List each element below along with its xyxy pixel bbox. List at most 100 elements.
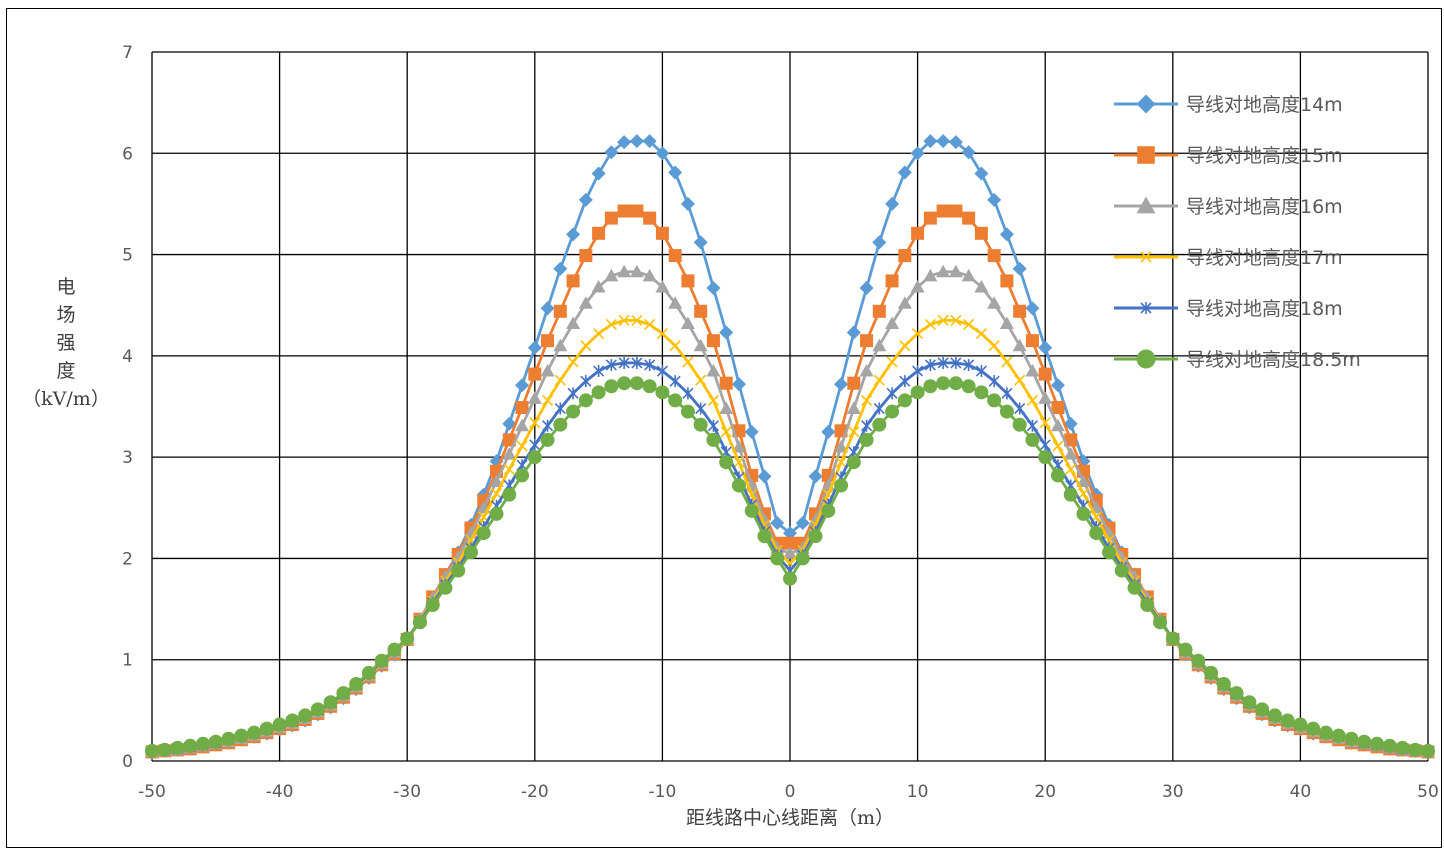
- data-point: [948, 376, 963, 391]
- data-point: [1050, 468, 1065, 483]
- data-point: [733, 456, 745, 468]
- data-point: [1014, 402, 1026, 415]
- data-point: [695, 402, 707, 415]
- data-point: [1089, 526, 1104, 541]
- data-point: [527, 391, 542, 404]
- data-point: [578, 192, 593, 207]
- data-point: [961, 145, 976, 160]
- y-axis-title-line: 度: [56, 360, 75, 382]
- data-point: [680, 196, 695, 211]
- data-point: [553, 304, 567, 318]
- data-point: [617, 204, 631, 218]
- legend-marker: [1140, 251, 1152, 263]
- legend-label: 导线对地高度14m: [1186, 94, 1343, 116]
- data-point: [937, 356, 949, 369]
- data-point: [950, 356, 962, 369]
- data-point: [591, 385, 606, 400]
- data-point: [923, 379, 938, 394]
- data-point: [923, 211, 937, 225]
- data-point: [999, 227, 1014, 242]
- data-point: [643, 211, 657, 225]
- data-point: [988, 340, 1000, 352]
- data-point: [298, 708, 313, 723]
- data-point: [1255, 702, 1270, 717]
- data-point: [911, 226, 925, 240]
- data-point: [1050, 418, 1065, 432]
- data-point: [1216, 677, 1231, 692]
- data-point: [567, 387, 579, 400]
- legend-item: 导线对地高度18m: [1114, 298, 1343, 320]
- x-tick-label: -20: [521, 782, 549, 802]
- data-point: [706, 334, 720, 348]
- data-point: [987, 296, 1002, 309]
- x-tick-label: 40: [1290, 782, 1312, 802]
- data-point: [387, 642, 402, 657]
- data-point: [1026, 394, 1039, 406]
- data-point: [963, 318, 975, 331]
- data-point: [1038, 340, 1053, 355]
- data-point: [323, 695, 338, 710]
- x-tick-label: 10: [907, 782, 929, 802]
- data-point: [886, 356, 898, 368]
- data-point: [208, 734, 223, 749]
- x-tick-label: -10: [649, 782, 677, 802]
- data-point: [644, 358, 656, 371]
- data-point: [899, 340, 911, 352]
- data-point: [629, 134, 644, 149]
- data-point: [975, 328, 987, 340]
- data-point: [1191, 653, 1206, 668]
- data-point: [464, 545, 478, 560]
- data-point: [1204, 665, 1219, 680]
- data-point: [1012, 261, 1027, 276]
- data-point: [1076, 506, 1091, 521]
- y-tick-label: 1: [122, 651, 133, 671]
- data-point: [936, 376, 951, 391]
- legend-label: 导线对地高度18.5m: [1186, 349, 1361, 371]
- data-point: [655, 385, 670, 400]
- data-point: [1127, 580, 1142, 595]
- data-point: [898, 249, 912, 263]
- legend-marker: [1136, 349, 1156, 369]
- data-point: [682, 387, 694, 400]
- data-point: [400, 631, 415, 646]
- data-point: [707, 419, 720, 432]
- data-point: [593, 365, 605, 378]
- x-tick-label: 50: [1417, 782, 1439, 802]
- data-point: [834, 478, 849, 493]
- data-point: [1065, 463, 1077, 475]
- data-point: [936, 264, 951, 278]
- data-point: [1050, 378, 1065, 393]
- data-point: [618, 356, 630, 369]
- data-point: [553, 261, 568, 276]
- data-point: [923, 134, 938, 149]
- data-point: [412, 615, 427, 630]
- data-point: [1025, 432, 1040, 447]
- y-tick-label: 4: [122, 347, 133, 367]
- data-point: [656, 365, 668, 378]
- data-point: [605, 358, 617, 371]
- data-point: [668, 296, 683, 309]
- data-point: [591, 279, 606, 293]
- data-point: [859, 432, 874, 447]
- data-point: [680, 404, 695, 419]
- data-point: [1001, 356, 1013, 368]
- data-point: [1052, 440, 1064, 452]
- data-point: [502, 487, 517, 502]
- data-point: [1382, 738, 1397, 753]
- data-point: [593, 328, 605, 340]
- y-axis-title-line: 场: [56, 304, 75, 326]
- data-point: [170, 740, 185, 755]
- data-point: [899, 375, 911, 388]
- data-point: [783, 571, 797, 586]
- data-point: [540, 301, 555, 316]
- y-tick-label: 7: [122, 43, 133, 63]
- y-axis-title-line: 强: [56, 332, 75, 354]
- data-point: [1063, 447, 1078, 460]
- data-point: [872, 304, 886, 318]
- data-point: [1063, 487, 1078, 502]
- data-point: [1242, 695, 1257, 710]
- legend-item: 导线对地高度15m: [1114, 145, 1343, 167]
- data-point: [912, 328, 924, 340]
- data-point: [963, 358, 975, 371]
- legend-label: 导线对地高度17m: [1186, 247, 1343, 269]
